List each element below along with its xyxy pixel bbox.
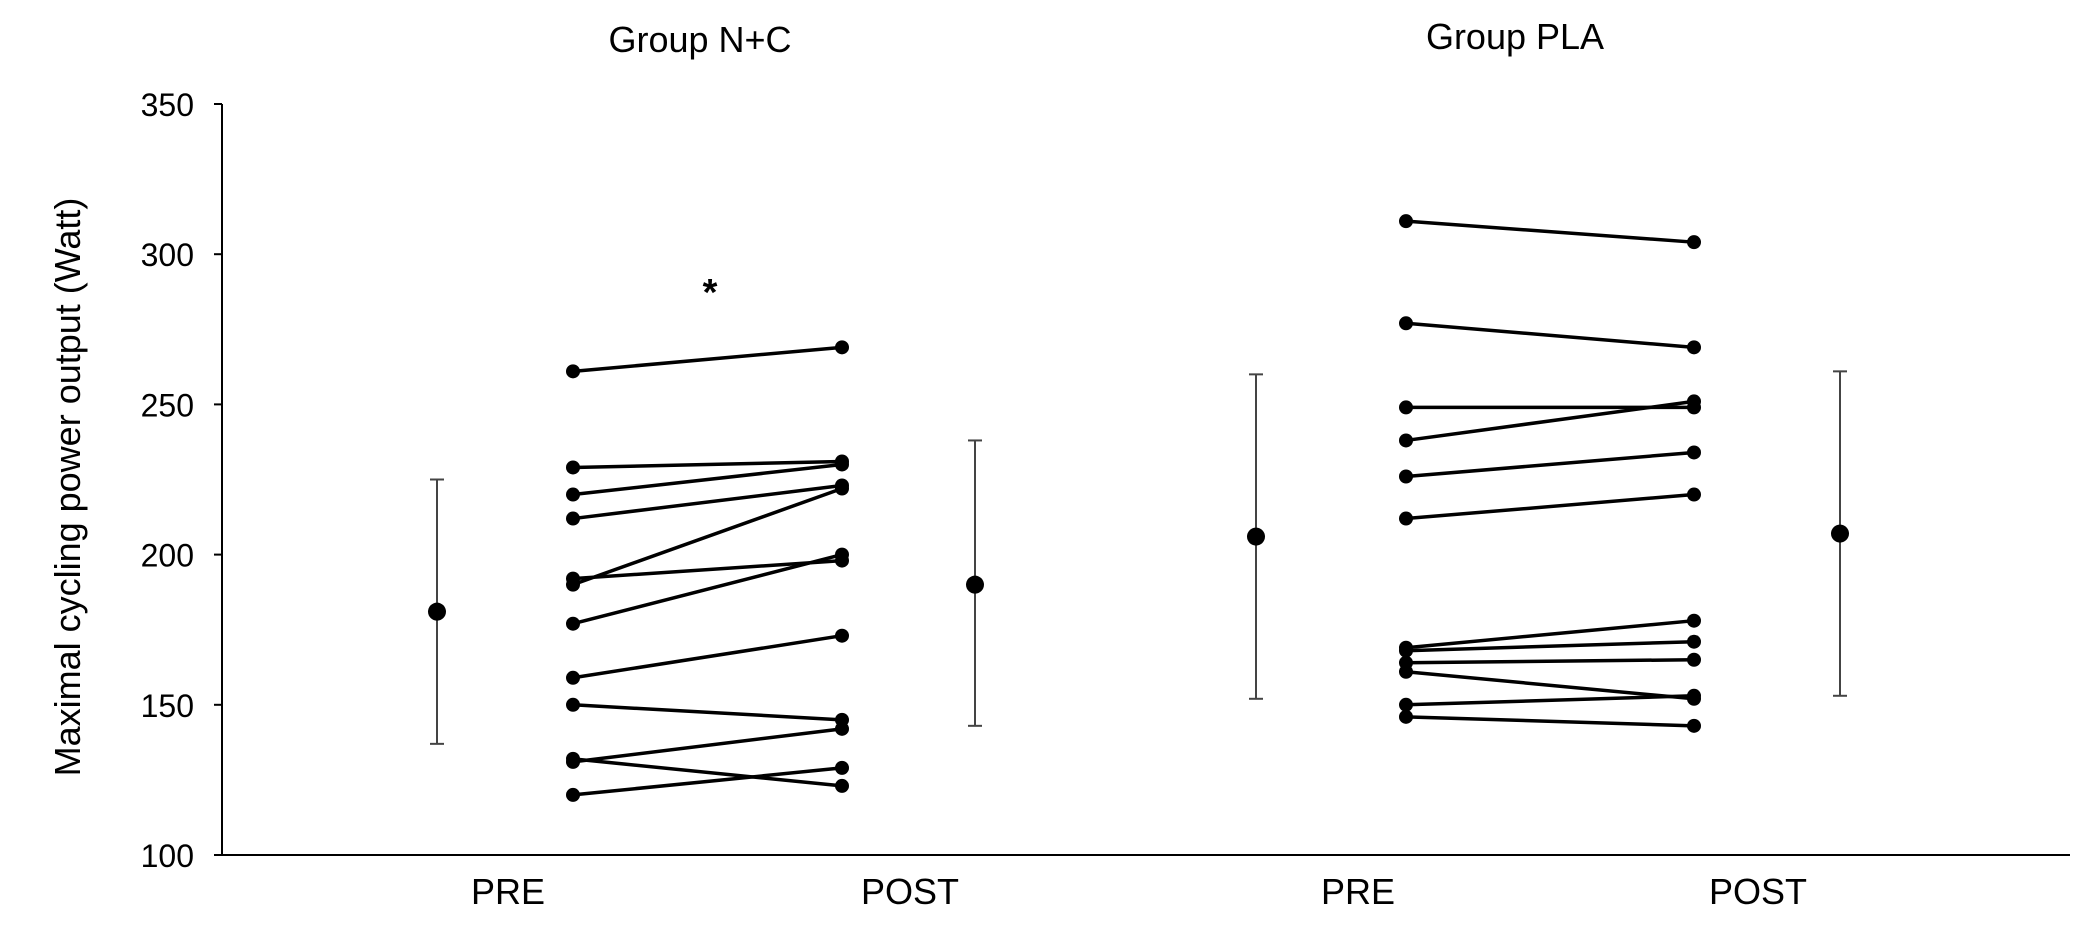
y-tick-label: 350 xyxy=(141,87,194,123)
subject-line xyxy=(1405,450,1695,479)
subject-point-post xyxy=(1687,688,1701,703)
group-0-marks xyxy=(428,340,984,802)
x-label-pla-pre: PRE xyxy=(1321,871,1395,912)
subject-point-post xyxy=(1687,652,1701,667)
subject-point-pre xyxy=(1399,214,1413,229)
subject-point-post xyxy=(1687,340,1701,355)
subject-point-pre xyxy=(1399,643,1413,658)
subject-point-pre xyxy=(566,364,580,379)
subject-point-post xyxy=(1687,235,1701,250)
chart-marks xyxy=(428,214,1849,802)
subject-line xyxy=(1405,492,1695,521)
x-label-pla-post: POST xyxy=(1709,871,1807,912)
mean-point-pre xyxy=(1247,527,1265,546)
subject-point-pre xyxy=(1399,664,1413,679)
subject-line xyxy=(1405,670,1695,701)
significance-marker: * xyxy=(703,272,718,314)
y-ticks: 100 150 200 250 300 350 xyxy=(141,87,222,874)
subject-point-post xyxy=(835,778,849,793)
subject-line xyxy=(1405,399,1695,443)
y-tick-label: 200 xyxy=(141,538,194,574)
subject-line xyxy=(572,633,843,680)
subject-point-post xyxy=(1687,634,1701,649)
subject-point-pre xyxy=(1399,511,1413,526)
subject-line xyxy=(572,558,843,581)
x-label-nc-post: POST xyxy=(861,871,959,912)
subject-point-post xyxy=(1687,487,1701,502)
subject-point-post xyxy=(835,457,849,472)
subject-point-post xyxy=(1687,613,1701,628)
subject-point-post xyxy=(1687,718,1701,733)
subject-line xyxy=(572,766,843,797)
subject-point-pre xyxy=(1399,469,1413,484)
subject-point-post xyxy=(835,760,849,775)
subject-point-post xyxy=(835,340,849,355)
subject-line xyxy=(572,757,843,788)
subject-point-pre xyxy=(1399,400,1413,415)
x-label-nc-pre: PRE xyxy=(471,871,545,912)
subject-point-post xyxy=(835,628,849,643)
subject-line xyxy=(1405,321,1695,350)
subject-point-pre xyxy=(566,787,580,802)
subject-point-pre xyxy=(1399,709,1413,724)
y-tick-label: 150 xyxy=(141,688,194,724)
subject-point-pre xyxy=(566,697,580,712)
group-pla-title: Group PLA xyxy=(1426,16,1604,57)
subject-point-post xyxy=(1687,445,1701,460)
subject-point-pre xyxy=(566,577,580,592)
subject-line xyxy=(1405,657,1695,665)
subject-line xyxy=(572,486,843,587)
subject-point-pre xyxy=(566,487,580,502)
mean-point-post xyxy=(1831,524,1849,543)
subject-line xyxy=(1405,639,1695,653)
subject-point-post xyxy=(1687,394,1701,409)
subject-point-pre xyxy=(566,670,580,685)
subject-point-pre xyxy=(1399,316,1413,331)
mean-point-pre xyxy=(428,602,446,621)
subject-line xyxy=(572,552,843,626)
subject-point-post xyxy=(835,547,849,562)
y-axis-label: Maximal cycling power output (Watt) xyxy=(47,198,88,777)
subject-line xyxy=(572,462,843,497)
subject-line xyxy=(572,345,843,374)
subject-line xyxy=(1405,694,1695,707)
group-pla-title-text: Group PLA xyxy=(1426,16,1604,57)
subject-line xyxy=(572,727,843,764)
subject-point-pre xyxy=(1399,433,1413,448)
subject-point-pre xyxy=(566,511,580,526)
subject-point-pre xyxy=(566,754,580,769)
mean-point-post xyxy=(966,575,984,594)
subject-line xyxy=(572,459,843,470)
subject-line xyxy=(1405,715,1695,728)
subject-line xyxy=(1405,219,1695,244)
y-tick-label: 100 xyxy=(141,838,194,874)
subject-line xyxy=(1405,618,1695,650)
subject-line xyxy=(572,483,843,521)
group-nc-title-text: Group N+C xyxy=(608,19,791,60)
subject-line xyxy=(572,703,843,722)
subject-point-post xyxy=(835,481,849,496)
y-tick-label: 300 xyxy=(141,237,194,273)
subject-point-pre xyxy=(566,460,580,475)
y-tick-label: 250 xyxy=(141,387,194,423)
subject-point-pre xyxy=(1399,697,1413,712)
group-nc-title: Group N+C xyxy=(608,19,791,60)
group-1-marks xyxy=(1247,214,1849,733)
subject-point-pre xyxy=(566,616,580,631)
subject-point-post xyxy=(835,721,849,736)
